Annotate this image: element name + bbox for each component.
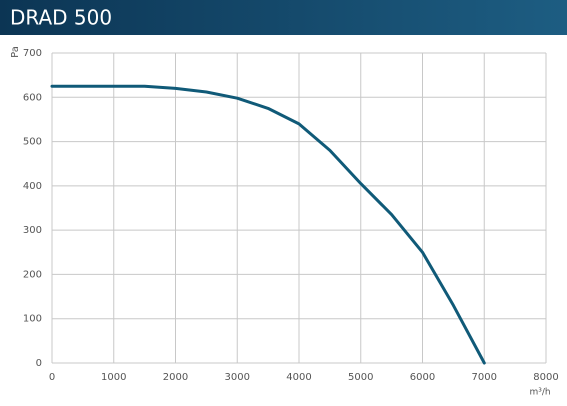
y-tick-label: 600 <box>23 92 42 103</box>
y-tick-label: 500 <box>23 137 42 148</box>
x-tick-label: 5000 <box>348 372 373 383</box>
y-tick-label: 0 <box>36 358 42 369</box>
y-tick-label: 100 <box>23 314 42 325</box>
y-axis-label: Pa <box>10 46 21 58</box>
y-tick-label: 400 <box>23 181 42 192</box>
x-tick-label: 4000 <box>286 372 311 383</box>
x-tick-label: 2000 <box>163 372 188 383</box>
x-tick-label: 8000 <box>533 372 558 383</box>
x-tick-label: 1000 <box>101 372 126 383</box>
x-tick-label: 7000 <box>472 372 497 383</box>
chart-title: DRAD 500 <box>10 6 112 30</box>
y-tick-label: 300 <box>23 225 42 236</box>
x-tick-label: 3000 <box>225 372 250 383</box>
x-tick-label: 6000 <box>410 372 435 383</box>
y-tick-label: 200 <box>23 269 42 280</box>
curve <box>50 84 486 365</box>
x-tick-label: 0 <box>49 372 55 383</box>
x-axis-label: m³/h <box>529 388 550 398</box>
y-tick-label: 700 <box>23 48 42 59</box>
header-bar <box>0 0 567 35</box>
